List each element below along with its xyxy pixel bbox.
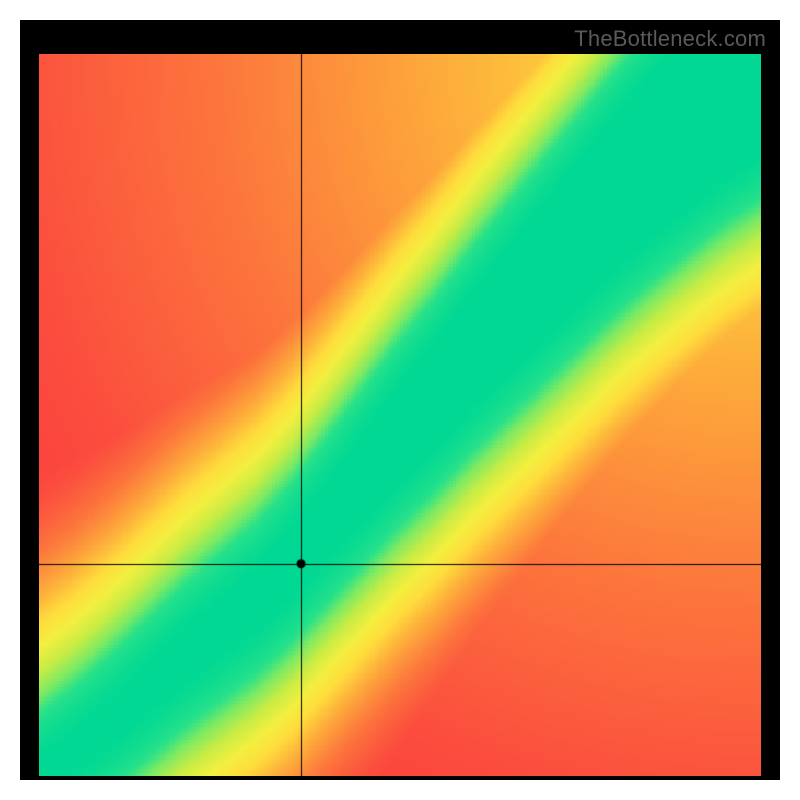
bottleneck-heatmap xyxy=(39,54,761,776)
watermark-text: TheBottleneck.com xyxy=(574,26,766,52)
chart-frame: TheBottleneck.com xyxy=(20,20,780,780)
